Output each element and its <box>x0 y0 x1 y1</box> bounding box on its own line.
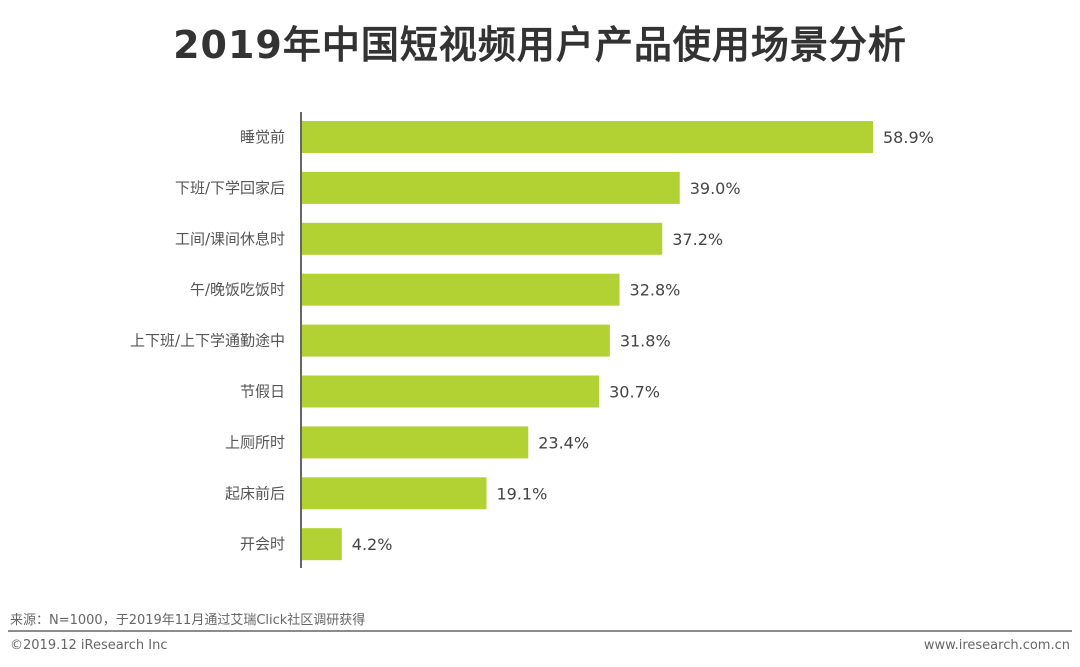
category-label: 上下班/上下学通勤途中 <box>130 332 285 350</box>
category-label: 节假日 <box>240 383 285 401</box>
category-label: 上厕所时 <box>225 433 285 451</box>
bar <box>301 528 342 561</box>
bar <box>301 324 610 357</box>
category-label: 工间/课间休息时 <box>175 230 285 248</box>
data-label: 30.7% <box>609 383 660 402</box>
data-label: 4.2% <box>352 535 393 554</box>
bar <box>301 222 663 255</box>
copyright: ©2019.12 iResearch Inc <box>10 638 168 653</box>
data-label: 39.0% <box>690 179 741 198</box>
data-label: 32.8% <box>630 281 681 300</box>
bar <box>301 477 487 510</box>
chart-title: 2019年中国短视频用户产品使用场景分析 <box>173 23 907 67</box>
category-label: 睡觉前 <box>240 128 285 146</box>
bar <box>301 273 620 306</box>
bar <box>301 426 529 459</box>
bar <box>301 375 600 408</box>
footer-divider <box>8 630 1072 632</box>
data-label: 31.8% <box>620 332 671 351</box>
data-label: 19.1% <box>496 484 547 503</box>
bar <box>301 121 873 153</box>
bar-chart: 睡觉前 58.9% 下班/下学回家后 39.0% 工间/课间休息时 37.2% 午/晚饭吃饭… <box>130 112 934 568</box>
category-label: 午/晚饭吃饭时 <box>190 281 285 299</box>
bar <box>301 171 680 204</box>
data-label: 37.2% <box>672 230 723 249</box>
category-label: 起床前后 <box>225 484 285 502</box>
category-label: 开会时 <box>240 535 285 553</box>
category-label: 下班/下学回家后 <box>175 179 285 197</box>
source-note: 来源：N=1000，于2019年11月通过艾瑞Click社区调研获得 <box>10 613 366 628</box>
data-label: 58.9% <box>883 128 934 147</box>
data-label: 23.4% <box>538 433 589 452</box>
website-link[interactable]: www.iresearch.com.cn <box>923 638 1070 653</box>
